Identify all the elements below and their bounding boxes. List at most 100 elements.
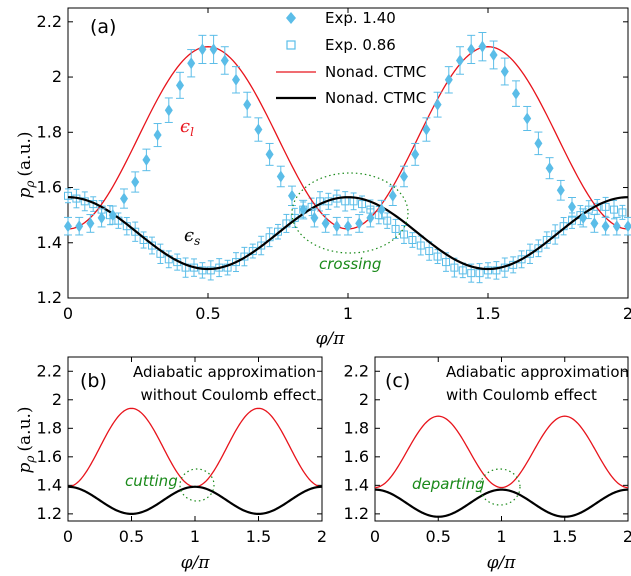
panel-c: 0 0.5 1 1.5 2 1.2 1.4 1.6 1.8 2 2.2 (c) Adiabatic … [344, 356, 631, 573]
y-tick-label: 1.8 [344, 418, 369, 437]
diamond-point [366, 211, 375, 224]
diamond-point [400, 170, 408, 183]
diamond-point [220, 54, 229, 67]
diamond-point [299, 203, 308, 216]
panel-b-tag: (b) [80, 370, 107, 392]
panel-a-x-axis-label: φ/π [316, 329, 346, 349]
diamond-point [176, 79, 184, 92]
diamond-point [142, 153, 151, 166]
square-point [257, 241, 266, 250]
diamond-point [624, 220, 631, 233]
epsilon-s-label: ϵs [184, 225, 200, 248]
diamond-point [243, 98, 252, 111]
x-tick-label: 1 [496, 527, 506, 546]
panel-b-ticks: 0 0.5 1 1.5 2 1.2 1.4 1.6 1.8 2 2.2 [37, 357, 327, 546]
square-point [64, 191, 72, 200]
diamond-point [232, 73, 240, 86]
diamond-point [265, 148, 274, 161]
x-tick-label: 0.5 [426, 527, 451, 546]
panel-b-x-axis-label: φ/π [181, 553, 211, 573]
diamond-point [489, 48, 498, 61]
square-point [526, 249, 534, 258]
y-tick-label: 1.4 [37, 233, 62, 252]
legend-diamond-marker [286, 12, 296, 24]
diamond-point [86, 217, 95, 230]
panel-b: 0 0.5 1 1.5 2 1.2 1.4 1.6 1.8 2 2.2 (b) Adiabatic … [15, 356, 327, 573]
square-point [517, 255, 526, 264]
square-point [358, 200, 366, 209]
panel-b-note-line1: Adiabatic approximation [133, 363, 316, 381]
square-point [551, 230, 560, 239]
diamond-point [478, 40, 487, 53]
diamond-point [209, 43, 218, 56]
square-point [232, 258, 240, 267]
legend-square-marker [286, 40, 296, 50]
panel-a-tag: (a) [90, 16, 116, 38]
diamond-point [444, 73, 453, 86]
square-point [198, 266, 207, 275]
y-tick-label: 1.6 [37, 447, 62, 466]
legend-label-nonad-ctmc-red: Nonad. CTMC [325, 63, 426, 81]
diamond-point [568, 200, 576, 213]
legend-label-exp-0-86: Exp. 0.86 [325, 36, 396, 54]
diamond-point [344, 220, 352, 233]
legend-label-exp-1-40: Exp. 1.40 [325, 9, 396, 27]
diamond-point [254, 123, 263, 136]
y-tick-label: 1.4 [344, 475, 369, 494]
square-point [492, 266, 501, 275]
y-tick-label: 1.2 [344, 504, 369, 523]
diamond-point [187, 57, 196, 70]
y-tick-label: 1.8 [37, 122, 62, 141]
cutting-label: cutting [125, 472, 178, 490]
diamond-point [108, 209, 117, 222]
diamond-point [500, 65, 509, 78]
y-tick-label: 2 [52, 390, 62, 409]
square-point [391, 224, 400, 233]
y-tick-label: 1.2 [37, 288, 62, 307]
square-point [450, 263, 459, 272]
square-point [433, 252, 442, 261]
diamond-point [97, 211, 106, 224]
series-exp-1-40 [64, 31, 631, 236]
square-point [458, 266, 467, 275]
diamond-point [601, 220, 610, 233]
diamond-point [64, 220, 72, 233]
y-tick-label: 1.2 [37, 504, 62, 523]
departing-label: departing [412, 475, 485, 493]
square-point [408, 236, 417, 244]
panel-c-note-line2: with Coulomb effect [446, 386, 597, 404]
diamond-point [153, 129, 162, 142]
square-point [534, 244, 543, 253]
diamond-point [556, 184, 565, 197]
x-tick-label: 0.5 [119, 527, 144, 546]
diamond-point [388, 189, 397, 202]
panel-b-note-line2: without Coulomb effect [141, 386, 317, 404]
y-tick-label: 1.6 [37, 178, 62, 197]
x-tick-label: 2 [317, 527, 327, 546]
diamond-point [545, 162, 554, 175]
diamond-point [579, 211, 588, 224]
square-point [584, 205, 593, 214]
square-point [442, 258, 450, 267]
x-tick-label: 2 [623, 527, 631, 546]
diamond-point [467, 43, 476, 56]
y-tick-label: 2.2 [37, 12, 62, 31]
panel-a-y-axis-label: pρ(a.u.) [15, 131, 37, 198]
square-point [610, 205, 618, 214]
x-tick-label: 1.5 [552, 527, 577, 546]
diamond-point [523, 112, 532, 125]
diamond-point [164, 104, 173, 117]
diamond-point [411, 148, 420, 161]
legend-label-nonad-ctmc-black: Nonad. CTMC [325, 89, 426, 107]
diamond-point [321, 217, 330, 230]
square-point [484, 266, 492, 275]
epsilon-l-label: ϵl [180, 116, 194, 139]
square-point [475, 269, 484, 278]
square-point [274, 227, 282, 236]
departing-ellipse [479, 468, 521, 506]
y-tick-label: 2 [52, 67, 62, 86]
square-point [131, 227, 140, 236]
square-point [618, 208, 627, 217]
x-tick-label: 0.5 [195, 304, 220, 323]
square-point [383, 216, 392, 225]
